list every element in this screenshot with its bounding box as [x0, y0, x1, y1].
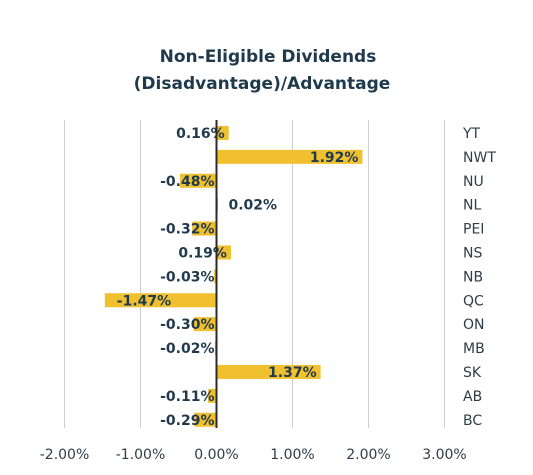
chart-title-line-1: Non-Eligible Dividends	[160, 47, 377, 67]
category-label: SK	[463, 365, 482, 381]
category-label: PEI	[463, 222, 484, 238]
x-tick-label: -2.00%	[40, 447, 90, 463]
bar-sk	[216, 364, 321, 379]
bar-nwt	[216, 149, 363, 164]
x-tick-label: 0.00%	[194, 447, 238, 463]
bar-nu	[180, 173, 217, 188]
chart-title-line-2: (Disadvantage)/Advantage	[134, 74, 391, 94]
bar-bc	[194, 412, 217, 427]
data-label: -0.02%	[160, 341, 214, 357]
category-label: AB	[463, 389, 482, 405]
data-label: 0.19%	[178, 245, 227, 261]
category-label: QC	[463, 293, 484, 309]
bar-ns	[216, 245, 231, 260]
x-tick-label: 2.00%	[346, 447, 390, 463]
bar-nb	[214, 269, 217, 284]
category-label: NU	[463, 174, 484, 190]
x-tick-label: 1.00%	[270, 447, 314, 463]
plot-area: -2.00% -1.00% 0.00% 1.00% 2.00% 3.00% 0.16% YT 1…	[40, 120, 496, 463]
bar-ab	[208, 388, 217, 403]
category-label: ON	[463, 317, 485, 333]
bar-yt	[216, 125, 229, 140]
data-label: 0.02%	[229, 198, 278, 214]
x-tick-label: 3.00%	[422, 447, 466, 463]
data-label: 1.92%	[310, 150, 359, 166]
category-label: MB	[463, 341, 485, 357]
category-label: NWT	[463, 150, 496, 166]
category-label: NS	[463, 245, 482, 261]
category-label: BC	[463, 413, 482, 429]
category-label: NB	[463, 269, 483, 285]
data-label: -0.48%	[160, 174, 214, 190]
category-label: NL	[463, 198, 481, 214]
data-label: -0.30%	[160, 317, 214, 333]
bar-qc	[104, 293, 217, 308]
data-label: 1.37%	[268, 365, 317, 381]
x-tick-label: -1.00%	[116, 447, 166, 463]
data-label: -0.29%	[160, 413, 214, 429]
category-label: YT	[462, 126, 481, 142]
bar-on	[193, 317, 217, 332]
data-label: 0.16%	[176, 126, 225, 142]
bar-pei	[192, 221, 217, 236]
data-label: -0.11%	[160, 389, 214, 405]
data-label: -1.47%	[117, 293, 171, 309]
data-label: -0.03%	[160, 269, 214, 285]
data-label: -0.32%	[160, 222, 214, 238]
